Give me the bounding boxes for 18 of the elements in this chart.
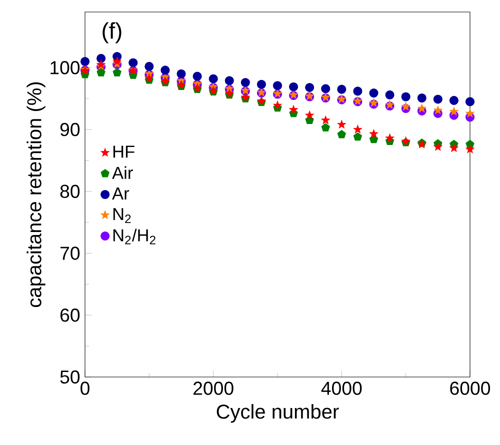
legend-label: Ar: [112, 188, 130, 200]
y-tick-label: 80: [60, 184, 80, 198]
x-tick-label: 4000: [321, 382, 362, 395]
legend-label: N$_{2}$: [113, 208, 131, 224]
legend-label: HF: [113, 146, 134, 158]
y-tick-label: 70: [60, 246, 80, 260]
y-axis-title: capacitance retention (%): [26, 82, 46, 308]
y-tick-label: 50: [60, 370, 80, 384]
x-tick-label: 2000: [194, 382, 234, 395]
legend-label: Air: [112, 166, 133, 179]
annotation: (f): [102, 22, 122, 44]
y-tick-label: 60: [60, 308, 80, 322]
y-tick-label: 100: [50, 61, 80, 74]
y-tick-label: 90: [60, 122, 80, 136]
x-axis-title: Cycle number: [216, 404, 339, 423]
legend-label: N$_{2}$/H$_{2}$: [113, 228, 156, 244]
x-tick-label: 6000: [450, 382, 490, 395]
x-tick-label: 0: [80, 382, 90, 395]
